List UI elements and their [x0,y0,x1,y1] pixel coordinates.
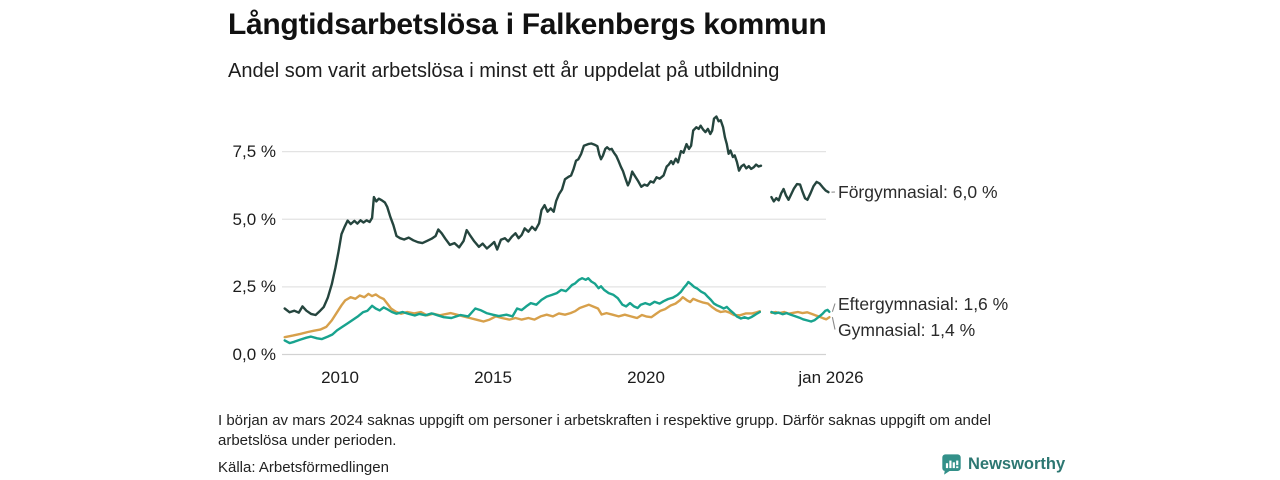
x-axis-tick-label: 2010 [321,368,359,387]
series-label-eftergymnasial: Eftergymnasial: 1,6 % [838,294,1009,314]
chart-footnote: I början av mars 2024 saknas uppgift om … [218,412,991,449]
newsworthy-logo: Newsworthy [941,453,1065,475]
y-axis-tick-label: 5,0 % [232,210,276,229]
x-axis-tick-label: 2020 [627,368,665,387]
series-line-gymnasial [283,292,761,339]
label-leader-line [831,317,836,330]
series-line-förgymnasial [770,180,830,203]
page-title: Långtidsarbetslösa i Falkenbergs kommun [228,8,827,41]
label-leader-line [831,303,836,312]
newsworthy-logo-icon [942,454,961,475]
series-line-eftergymnasial [770,308,831,323]
y-axis-tick-label: 2,5 % [232,277,276,296]
series-line-eftergymnasial [283,277,761,345]
series-line-förgymnasial [283,115,763,317]
source-attribution: Källa: Arbetsförmedlingen [218,459,389,476]
y-axis-tick-label: 7,5 % [232,142,276,161]
chart-subtitle: Andel som varit arbetslösa i minst ett å… [228,60,780,82]
x-axis-tick-label: 2015 [474,368,512,387]
x-axis-tick-label: jan 2026 [798,368,864,387]
y-axis-tick-label: 0,0 % [232,345,276,364]
newsworthy-wordmark: Newsworthy [968,454,1066,473]
series-label-gymnasial: Gymnasial: 1,4 % [838,320,976,340]
series-label-forgymnasial: Förgymnasial: 6,0 % [838,182,998,202]
